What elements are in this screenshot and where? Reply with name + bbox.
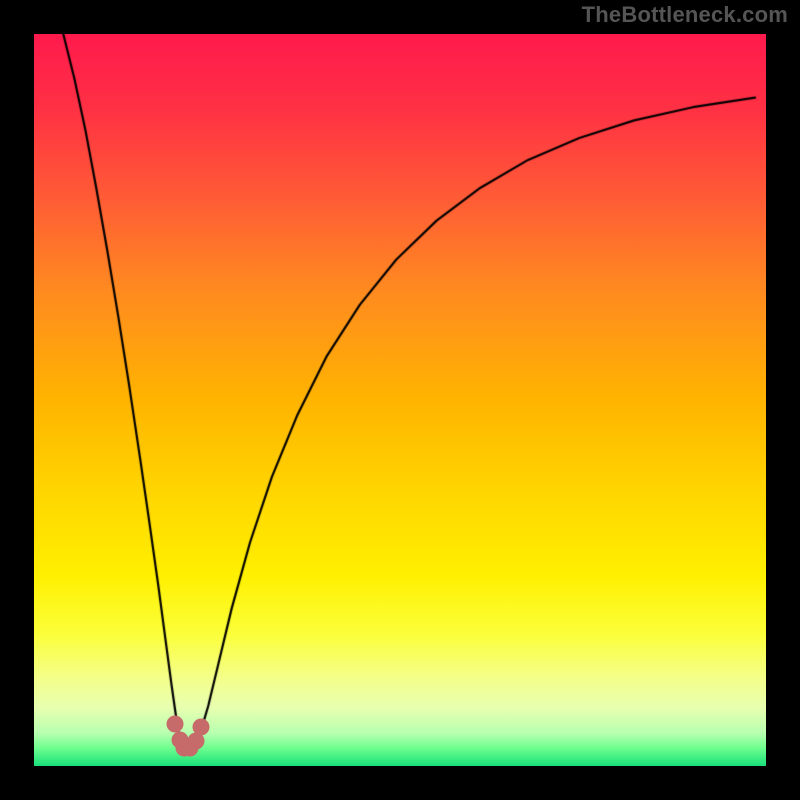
plot-area bbox=[34, 34, 766, 766]
minimum-marker bbox=[167, 715, 184, 732]
chart-frame: TheBottleneck.com bbox=[0, 0, 800, 800]
watermark-text: TheBottleneck.com bbox=[582, 2, 788, 28]
bottleneck-curve bbox=[34, 34, 766, 766]
minimum-marker bbox=[192, 719, 209, 736]
